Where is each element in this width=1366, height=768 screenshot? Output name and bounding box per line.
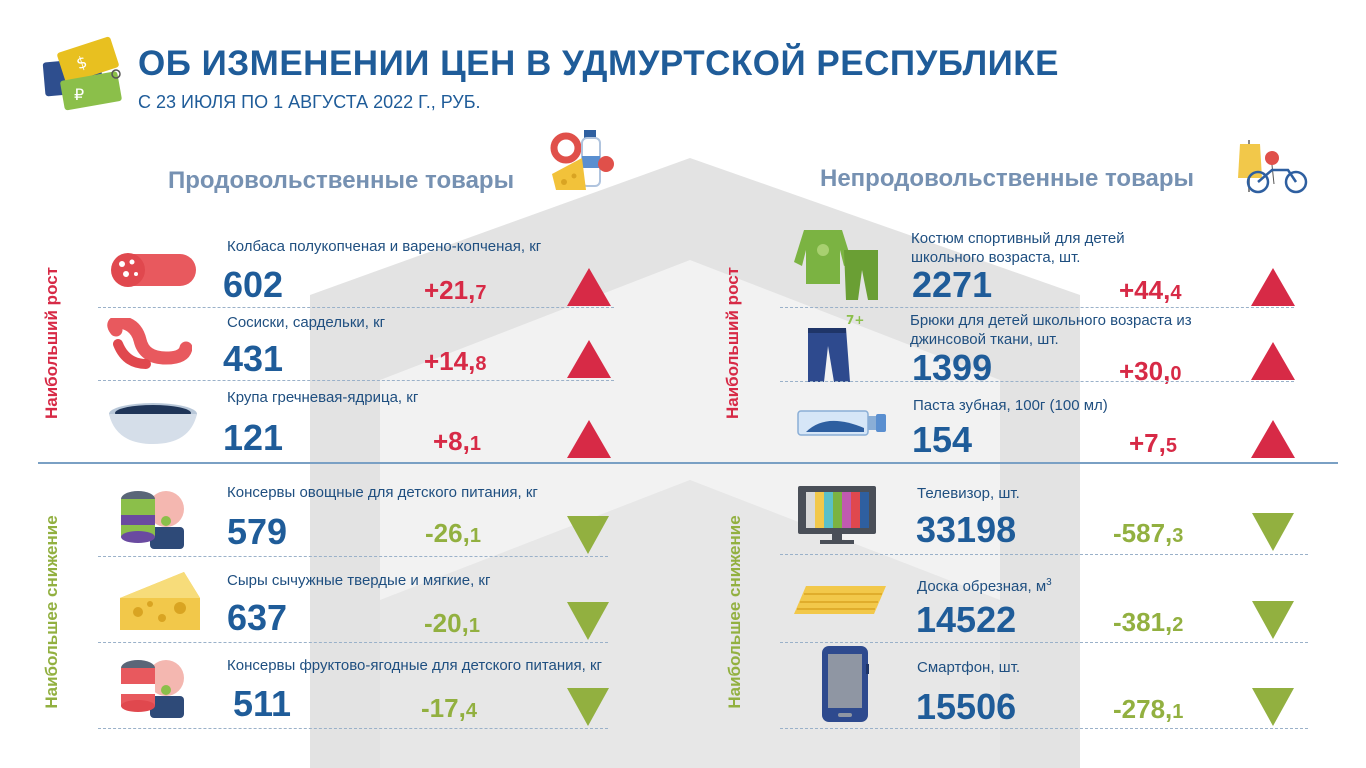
nonfood-decline-label: Наибольшее снижение: [725, 515, 744, 709]
price-change: -20,1: [424, 608, 480, 638]
row-divider: [780, 381, 1294, 382]
item-label: Консервы овощные для детского питания, к…: [227, 484, 538, 501]
item-label: Костюм спортивный для детей школьного воз…: [911, 230, 1125, 266]
buckwheat-bowl-icon: [109, 403, 197, 444]
decrease-arrow-icon: [567, 602, 609, 640]
decrease-arrow-icon: [1252, 513, 1294, 551]
price-change: -587,3: [1113, 518, 1184, 548]
decrease-arrow-icon: [1252, 601, 1294, 639]
sausage-icon: [111, 253, 196, 287]
row-divider: [780, 642, 1308, 643]
increase-arrow-icon: [567, 420, 611, 458]
item-label: Колбаса полукопченая и варено-копченая, …: [227, 238, 542, 255]
baby-vegetable-can-icon: [121, 491, 184, 549]
page-subtitle: С 23 ИЮЛЯ ПО 1 АВГУСТА 2022 Г., РУБ.: [138, 92, 481, 112]
row-divider: [780, 554, 1308, 555]
row-divider: [98, 307, 614, 308]
food-section-title: Продовольственные товары: [168, 167, 515, 194]
item-price: 33198: [916, 509, 1017, 550]
item-price: 2271: [912, 264, 993, 305]
item-label: Консервы фруктово-ягодные для детского п…: [227, 657, 603, 674]
decrease-arrow-icon: [1252, 688, 1294, 726]
food-decline-label: Наибольшее снижение: [42, 515, 61, 709]
item-price: 154: [912, 419, 973, 460]
price-change: +7,5: [1129, 428, 1177, 458]
item-price: 431: [223, 338, 284, 379]
svg-text:7+: 7+: [846, 313, 864, 327]
sausages-icon: [107, 318, 192, 369]
item-label: Паста зубная, 100г (100 мл): [913, 397, 1108, 414]
increase-arrow-icon: [1251, 342, 1295, 380]
price-change: -17,4: [421, 693, 477, 723]
row-divider: [98, 380, 614, 381]
item-price: 1399: [912, 347, 993, 388]
item-price: 511: [233, 683, 292, 724]
tracksuit-icon: [794, 230, 878, 300]
price-change: -381,2: [1113, 607, 1184, 637]
decrease-arrow-icon: [567, 516, 609, 554]
item-price: 602: [223, 264, 284, 305]
item-label: Сыры сычужные твердые и мягкие, кг: [227, 572, 491, 589]
item-label: Сосиски, сардельки, кг: [227, 314, 386, 331]
row-divider: [98, 728, 608, 729]
tv-icon: [798, 486, 876, 544]
item-price: 15506: [916, 686, 1017, 727]
item-label: Смартфон, шт.: [917, 659, 1021, 676]
price-change: +14,8: [424, 346, 487, 376]
item-price: 637: [227, 597, 288, 638]
increase-arrow-icon: [567, 268, 611, 306]
price-change: -278,1: [1113, 694, 1184, 724]
page-title: ОБ ИЗМЕНЕНИИ ЦЕН В УДМУРТСКОЙ РЕСПУБЛИКЕ: [138, 44, 1059, 83]
price-change: +44,4: [1119, 275, 1182, 305]
svg-text:₽: ₽: [74, 85, 84, 104]
row-divider: [780, 307, 1294, 308]
price-change: +8,1: [433, 426, 481, 456]
baby-fruit-can-icon: [121, 660, 184, 718]
nonfood-section-title: Непродовольственные товары: [820, 165, 1195, 192]
item-price: 14522: [916, 599, 1017, 640]
jeans-icon: 7+: [808, 313, 864, 382]
item-label: Доска обрезная, м3: [917, 577, 1052, 595]
decrease-arrow-icon: [567, 688, 609, 726]
smartphone-icon: [822, 646, 869, 722]
section-divider: [38, 462, 1338, 464]
increase-arrow-icon: [567, 340, 611, 378]
item-label: Крупа гречневая-ядрица, кг: [227, 389, 419, 406]
toothpaste-icon: [797, 410, 886, 436]
price-change: +30,0: [1119, 356, 1182, 386]
board-icon: [794, 586, 886, 614]
row-divider: [98, 556, 608, 557]
item-price: 579: [227, 511, 288, 552]
increase-arrow-icon: [1251, 268, 1295, 306]
cheese-icon: [120, 572, 200, 630]
item-label: Телевизор, шт.: [917, 485, 1020, 502]
groceries-icon: [550, 130, 614, 190]
increase-arrow-icon: [1251, 420, 1295, 458]
price-change: +21,7: [424, 275, 487, 305]
row-divider: [780, 728, 1308, 729]
food-growth-label: Наибольший рост: [42, 266, 61, 420]
price-tags-icon: $ ₽: [42, 36, 122, 111]
clothes-bicycle-icon: [1238, 140, 1308, 194]
nonfood-growth-label: Наибольший рост: [723, 266, 742, 420]
item-label: Брюки для детей школьного возраста из джи…: [910, 312, 1192, 348]
price-change: -26,1: [425, 518, 481, 548]
item-price: 121: [223, 417, 284, 458]
row-divider: [98, 642, 608, 643]
